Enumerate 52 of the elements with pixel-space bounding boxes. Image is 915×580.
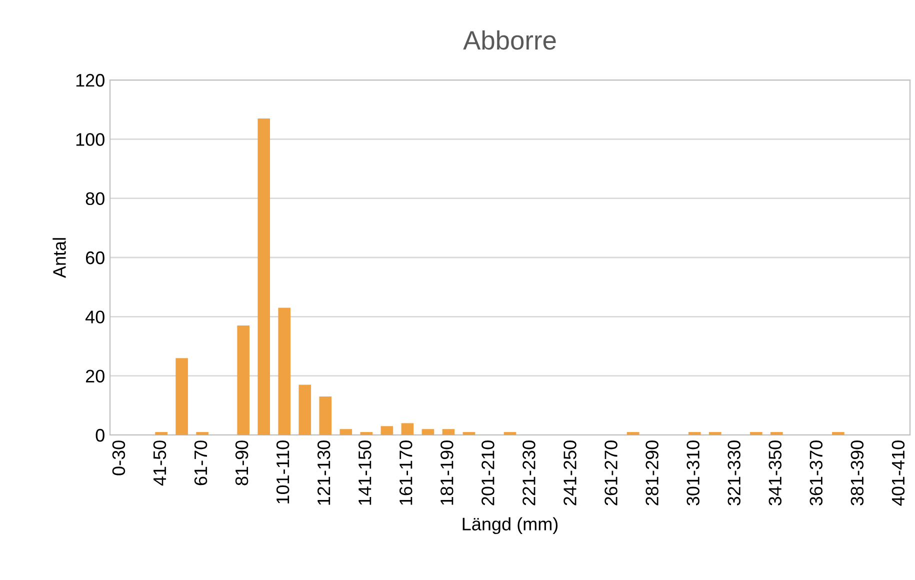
y-tick-label: 60: [86, 251, 104, 264]
y-axis-title: Antal: [52, 238, 66, 278]
x-tick-label: 321-330: [728, 440, 740, 506]
bar: [770, 432, 783, 435]
bar: [196, 432, 208, 435]
x-tick-label: 61-70: [194, 440, 208, 486]
bar: [278, 308, 291, 435]
x-tick-label: 221-230: [522, 440, 536, 506]
bar: [422, 429, 434, 435]
x-tick-label: 381-390: [850, 440, 864, 506]
bar: [298, 384, 312, 435]
bar: [626, 432, 640, 435]
x-tick-label: 81-90: [235, 440, 248, 486]
x-tick-label: 261-270: [604, 440, 618, 506]
chart-title: Abborre: [463, 30, 556, 50]
x-axis-title: Längd (mm): [462, 517, 558, 534]
x-tick-label: 241-250: [564, 440, 576, 506]
x-tick-label: 341-350: [768, 440, 782, 506]
x-tick-label: 121-130: [317, 440, 330, 505]
x-tick-label: 141-150: [358, 440, 372, 505]
bar: [176, 358, 188, 435]
bar: [319, 396, 332, 435]
bar: [688, 432, 701, 435]
y-tick-label: 40: [85, 310, 104, 324]
bar: [462, 432, 476, 435]
x-tick-label: 161-170: [399, 440, 412, 505]
bar: [237, 326, 250, 435]
y-tick-label: 100: [76, 133, 104, 146]
x-tick-label: 401-410: [892, 440, 905, 506]
bar: [504, 432, 516, 435]
x-tick-label: 301-310: [686, 440, 700, 506]
bar: [442, 429, 455, 435]
y-tick-label: 120: [76, 74, 104, 87]
bar: [401, 423, 414, 435]
x-tick-label: 41-50: [153, 440, 166, 486]
x-tick-label: 181-190: [440, 440, 454, 505]
bar: [708, 432, 722, 435]
x-tick-label: 0-30: [112, 440, 126, 476]
x-tick-label: 361-370: [810, 440, 823, 506]
bar: [750, 432, 762, 435]
y-tick-label: 80: [86, 192, 104, 206]
bar: [258, 118, 270, 435]
x-tick-label: 101-110: [276, 440, 290, 504]
y-tick-label: 20: [86, 370, 104, 383]
bar: [832, 432, 844, 435]
bar: [380, 426, 394, 435]
bar: [340, 429, 352, 435]
x-tick-label: 201-210: [482, 440, 494, 506]
y-tick-label: 0: [96, 428, 104, 442]
bar: [155, 432, 168, 435]
bar: [360, 432, 373, 435]
x-tick-label: 281-290: [646, 440, 658, 506]
